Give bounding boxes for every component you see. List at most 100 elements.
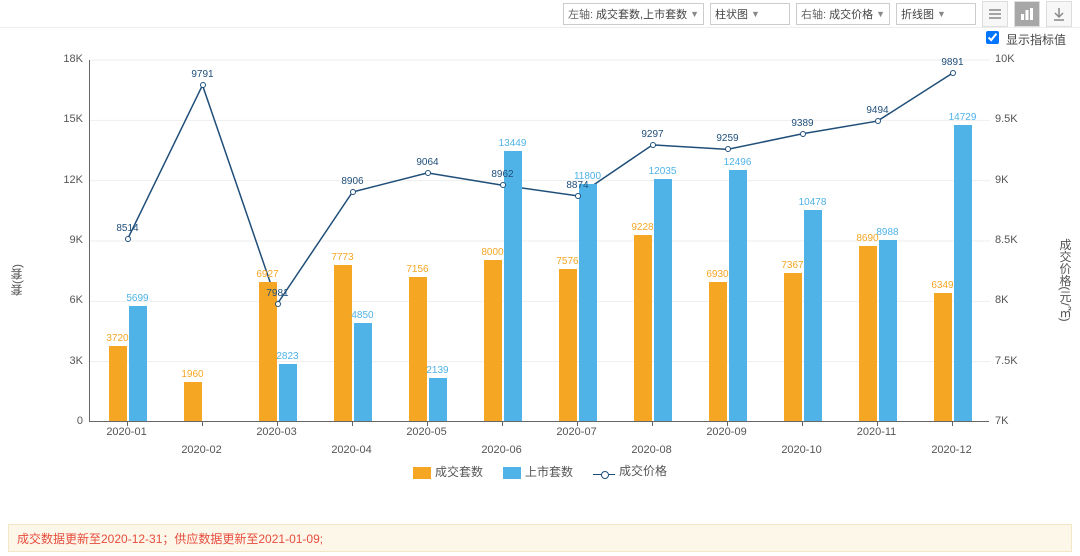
show-values-checkbox[interactable]: 显示指标值 [986,31,1066,48]
footer-notice: 成交数据更新至2020-12-31；供应数据更新至2021-01-09; [8,524,1072,552]
bar-value: 6349 [931,280,953,291]
left-tick: 12K [43,174,83,186]
bar-value: 8000 [481,247,503,258]
bar [634,235,652,421]
left-axis-select[interactable]: 左轴: 成交套数,上市套数 ▼ [563,3,704,25]
bar [784,273,802,421]
right-tick: 8.5K [995,234,1018,246]
legend-swatch-icon [503,467,521,479]
left-y-axis-label: 套(套) [8,264,25,296]
footer-text: 成交数据更新至2020-12-31；供应数据更新至2021-01-09; [17,530,323,547]
line-value: 7981 [266,288,288,299]
line-value: 9064 [416,157,438,168]
x-label: 2020-07 [556,426,596,438]
bar [354,323,372,421]
download-button[interactable] [1046,1,1072,27]
line-point [725,146,731,152]
grid [90,60,989,421]
x-label: 2020-11 [857,426,897,438]
line-value: 8874 [566,180,588,191]
line-value: 9389 [791,118,813,129]
bar [709,282,727,421]
bar-value: 12035 [649,166,677,177]
list-view-button[interactable] [982,1,1008,27]
line-value: 8514 [116,223,138,234]
bar [954,125,972,421]
line-value: 9297 [641,129,663,140]
chart-area: 套(套) 成交价格(元/㎡) 3720196069277773715680007… [4,50,1076,510]
bar-value: 13449 [499,138,527,149]
line-point [425,170,431,176]
right-chart-type-select[interactable]: 折线图 ▼ [896,3,976,25]
line-value: 8962 [491,169,513,180]
left-chart-type-value: 柱状图 [715,6,748,22]
right-axis-value: 成交价格 [829,6,873,22]
chevron-down-icon: ▼ [937,9,946,19]
bar-value: 7156 [406,264,428,275]
left-chart-type-select[interactable]: 柱状图 ▼ [710,3,790,25]
bar-value: 8988 [876,227,898,238]
line-value: 8906 [341,176,363,187]
line-value: 9259 [716,133,738,144]
bar [334,265,352,421]
bar [934,293,952,421]
x-label: 2020-02 [181,444,221,456]
chevron-down-icon: ▼ [690,9,699,19]
show-values-label: 显示指标值 [1006,33,1066,47]
line-point [500,182,506,188]
right-tick: 7.5K [995,355,1018,367]
legend-label: 成交套数 [435,465,483,479]
toolbar: 左轴: 成交套数,上市套数 ▼ 柱状图 ▼ 右轴: 成交价格 ▼ 折线图 ▼ [0,0,1080,28]
legend-item: 上市套数 [503,463,573,480]
right-y-axis-label: 成交价格(元/㎡) [1057,238,1074,321]
line-value: 9494 [866,105,888,116]
x-label: 2020-04 [331,444,371,456]
left-tick: 3K [43,355,83,367]
bar [804,210,822,421]
left-axis-value: 成交套数,上市套数 [596,6,687,22]
show-values-input[interactable] [986,31,999,44]
x-label: 2020-10 [781,444,821,456]
bar-value: 6927 [256,269,278,280]
x-label: 2020-01 [106,426,146,438]
bar [579,184,597,421]
line-series [90,60,989,421]
line-value: 9891 [941,57,963,68]
x-axis-labels: 2020-012020-022020-032020-042020-052020-… [89,426,989,462]
left-tick: 6K [43,294,83,306]
options-row: 显示指标值 [0,28,1080,50]
bar-value: 4850 [351,310,373,321]
bar-value: 5699 [126,293,148,304]
bar [109,346,127,421]
bar [129,306,147,421]
line-point [575,193,581,199]
bar [859,246,877,421]
legend-swatch-icon [413,467,431,479]
left-tick: 18K [43,53,83,65]
right-tick: 9.5K [995,113,1018,125]
bar-value: 2139 [426,365,448,376]
bar-value: 8690 [856,233,878,244]
right-tick: 7K [995,415,1008,427]
right-axis-select[interactable]: 右轴: 成交价格 ▼ [796,3,890,25]
legend-line-icon [593,469,615,481]
left-axis-label: 左轴: [568,6,593,22]
bar [429,378,447,421]
x-label: 2020-05 [406,426,446,438]
legend-item: 成交价格 [593,462,667,481]
line-point [275,301,281,307]
legend-label: 上市套数 [525,465,573,479]
x-label: 2020-12 [931,444,971,456]
bar [184,382,202,421]
line-point [125,236,131,242]
chart-view-button[interactable] [1014,1,1040,27]
chevron-down-icon: ▼ [876,9,885,19]
legend-label: 成交价格 [619,464,667,478]
x-label: 2020-08 [631,444,671,456]
bar-value: 6930 [706,269,728,280]
bar [729,170,747,421]
right-axis-label: 右轴: [801,6,826,22]
bar-value: 14729 [949,112,977,123]
bar-value: 7576 [556,256,578,267]
bar [559,269,577,421]
